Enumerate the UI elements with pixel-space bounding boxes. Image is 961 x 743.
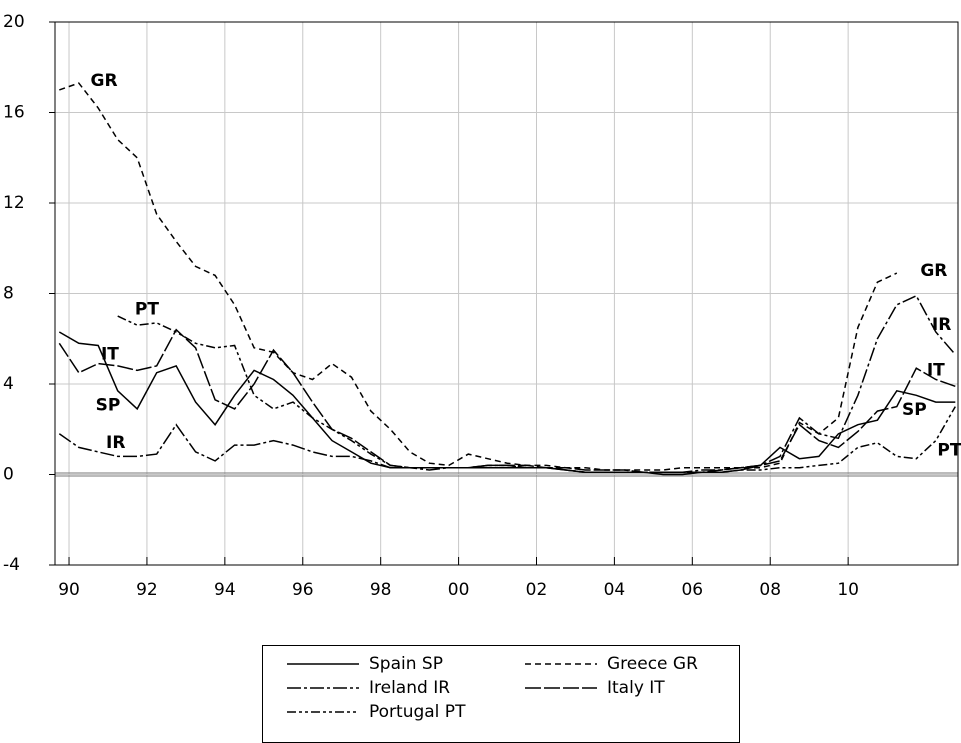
legend-label: Italy IT	[607, 678, 665, 698]
plot-frame	[54, 21, 959, 566]
annotation: PT	[937, 441, 961, 461]
annotation: IT	[927, 360, 945, 380]
annotation: IR	[932, 315, 951, 335]
series-line	[58, 328, 956, 473]
x-tick-label: 04	[604, 580, 626, 600]
y-tick-label: 0	[3, 465, 14, 485]
x-tick-label: 06	[681, 580, 703, 600]
annotation: GR	[91, 71, 118, 91]
x-tick-label: 10	[837, 580, 859, 600]
x-tick-label: 94	[214, 580, 236, 600]
y-tick-label: 12	[3, 193, 25, 213]
annotation: GR	[920, 261, 947, 281]
annotation: IT	[101, 345, 119, 365]
annotation: SP	[96, 395, 121, 415]
legend-label: Ireland IR	[369, 678, 450, 698]
legend-label: Spain SP	[369, 654, 443, 674]
x-tick-label: 90	[58, 580, 80, 600]
y-tick-label: 8	[3, 284, 14, 304]
series-line	[58, 331, 956, 476]
x-tick-label: 98	[370, 580, 392, 600]
series-line	[117, 315, 956, 473]
annotation: PT	[135, 299, 159, 319]
x-tick-label: 96	[292, 580, 314, 600]
legend-label: Greece GR	[607, 654, 698, 674]
x-tick-label: 08	[759, 580, 781, 600]
y-tick-label: -4	[3, 555, 20, 575]
legend-label: Portugal PT	[369, 702, 466, 722]
y-tick-label: 16	[3, 103, 25, 123]
x-tick-label: 00	[448, 580, 470, 600]
y-tick-label: 20	[3, 12, 25, 32]
y-tick-label: 4	[3, 374, 14, 394]
legend-box	[262, 645, 740, 743]
annotation: SP	[902, 400, 927, 420]
x-tick-label: 02	[526, 580, 548, 600]
x-tick-label: 92	[136, 580, 158, 600]
series-line	[59, 82, 898, 471]
annotation: IR	[106, 433, 125, 453]
